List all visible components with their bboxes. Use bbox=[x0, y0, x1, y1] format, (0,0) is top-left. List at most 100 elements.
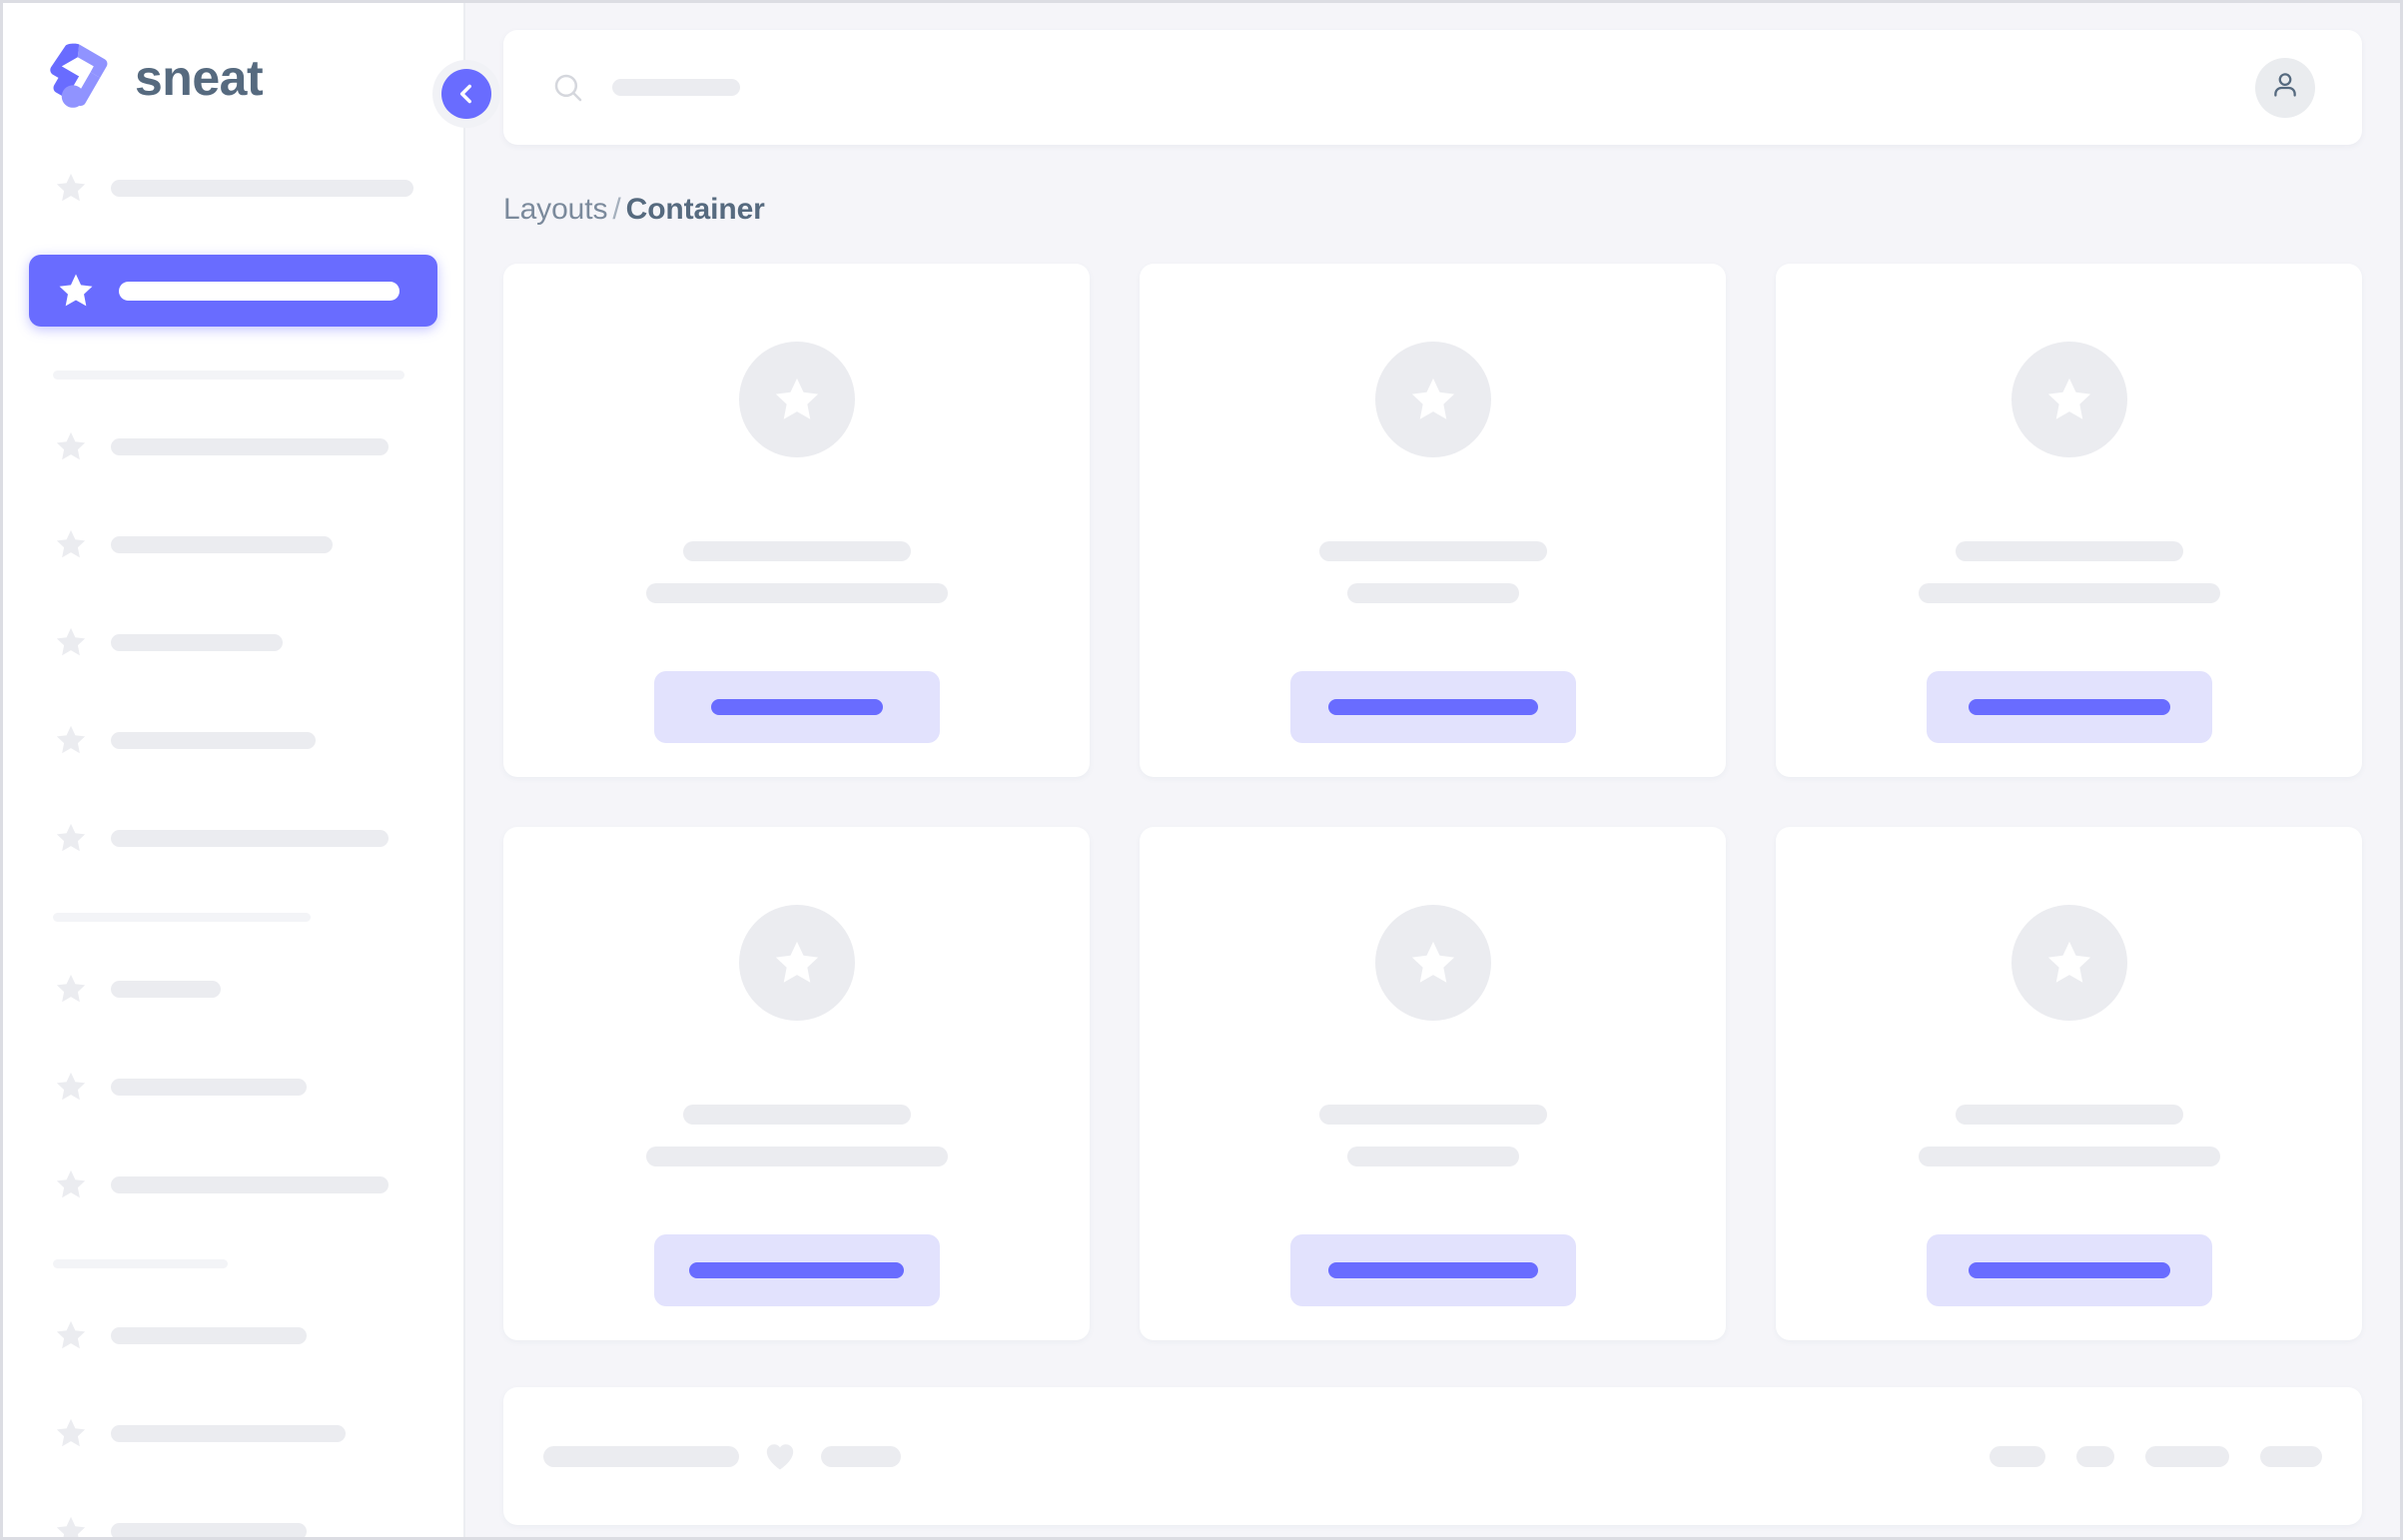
card-action-button[interactable] bbox=[1926, 1234, 2212, 1306]
sidebar-item[interactable] bbox=[41, 958, 425, 1020]
star-icon bbox=[53, 722, 89, 758]
footer-link[interactable] bbox=[2076, 1445, 2114, 1467]
sidebar-item[interactable] bbox=[41, 709, 425, 771]
card-avatar bbox=[2010, 342, 2127, 457]
sidebar-divider bbox=[53, 913, 311, 922]
main-content: Layouts / Container bbox=[465, 3, 2400, 1537]
brand-name: sneat bbox=[135, 50, 264, 106]
footer-bar bbox=[503, 1387, 2362, 1525]
card-action-button[interactable] bbox=[1289, 1234, 1576, 1306]
sidebar-divider bbox=[53, 371, 404, 380]
card-avatar bbox=[738, 905, 855, 1021]
sidebar: sneat bbox=[3, 3, 465, 1537]
star-icon bbox=[770, 373, 824, 426]
footer-text-placeholder bbox=[543, 1445, 739, 1467]
search-area[interactable] bbox=[550, 70, 2255, 106]
sidebar-item-label bbox=[111, 179, 413, 197]
chevron-left-icon bbox=[441, 69, 491, 119]
content-card bbox=[503, 827, 1090, 1340]
star-icon bbox=[1406, 936, 1460, 990]
sidebar-item[interactable] bbox=[41, 807, 425, 869]
card-action-button[interactable] bbox=[653, 671, 940, 743]
sidebar-item-label bbox=[111, 1424, 346, 1442]
star-icon bbox=[53, 624, 89, 660]
sidebar-item-label bbox=[111, 1078, 307, 1096]
sidebar-item[interactable] bbox=[41, 415, 425, 477]
footer-link[interactable] bbox=[2145, 1445, 2229, 1467]
footer-link[interactable] bbox=[1990, 1445, 2045, 1467]
card-title-placeholder bbox=[682, 541, 911, 561]
content-card bbox=[503, 264, 1090, 777]
brand[interactable]: sneat bbox=[41, 3, 425, 153]
sidebar-item[interactable] bbox=[41, 1500, 425, 1537]
card-subtitle-placeholder bbox=[1918, 1147, 2220, 1166]
card-action-button-label bbox=[1968, 1262, 2170, 1278]
card-avatar bbox=[1374, 342, 1491, 457]
sidebar-divider bbox=[53, 1259, 228, 1268]
footer-left-group bbox=[543, 1438, 901, 1474]
card-action-button[interactable] bbox=[653, 1234, 940, 1306]
sidebar-item[interactable] bbox=[41, 1304, 425, 1366]
star-icon bbox=[53, 1069, 89, 1105]
sidebar-item[interactable] bbox=[41, 611, 425, 673]
star-icon bbox=[2042, 936, 2096, 990]
content-card bbox=[1140, 264, 1726, 777]
breadcrumb: Layouts / Container bbox=[503, 195, 2362, 225]
search-input[interactable] bbox=[612, 79, 740, 96]
star-icon bbox=[53, 971, 89, 1007]
sidebar-item-label bbox=[111, 980, 221, 998]
breadcrumb-separator: / bbox=[612, 193, 621, 226]
card-title-placeholder bbox=[1955, 541, 2183, 561]
sidebar-item-label bbox=[119, 281, 400, 301]
card-subtitle-placeholder bbox=[1346, 1147, 1519, 1166]
card-action-button-label bbox=[710, 699, 883, 715]
star-icon bbox=[53, 1415, 89, 1451]
sidebar-item-label bbox=[111, 731, 316, 749]
sidebar-item[interactable] bbox=[41, 513, 425, 575]
sidebar-item[interactable] bbox=[41, 157, 425, 219]
footer-link[interactable] bbox=[2260, 1445, 2322, 1467]
heart-icon bbox=[762, 1438, 798, 1474]
star-icon bbox=[53, 1317, 89, 1353]
card-action-button[interactable] bbox=[1289, 671, 1576, 743]
card-title-placeholder bbox=[682, 1105, 911, 1125]
star-icon bbox=[53, 1513, 89, 1537]
sidebar-item-label bbox=[111, 829, 389, 847]
sidebar-collapse-button[interactable] bbox=[432, 60, 500, 128]
content-card bbox=[1776, 827, 2362, 1340]
card-title-placeholder bbox=[1318, 541, 1547, 561]
card-action-button-label bbox=[1968, 699, 2170, 715]
sidebar-item-label bbox=[111, 437, 389, 455]
sidebar-item[interactable] bbox=[41, 1402, 425, 1464]
card-title-placeholder bbox=[1955, 1105, 2183, 1125]
sneat-logo-icon bbox=[49, 43, 113, 113]
breadcrumb-current: Container bbox=[625, 193, 765, 226]
sidebar-item[interactable] bbox=[41, 1154, 425, 1215]
star-icon bbox=[53, 170, 89, 206]
star-icon bbox=[53, 428, 89, 464]
star-icon bbox=[2042, 373, 2096, 426]
avatar[interactable] bbox=[2255, 57, 2315, 118]
star-icon bbox=[1406, 373, 1460, 426]
sidebar-item[interactable] bbox=[41, 1056, 425, 1118]
search-icon bbox=[550, 70, 586, 106]
breadcrumb-parent[interactable]: Layouts bbox=[503, 193, 608, 226]
sidebar-item-label bbox=[111, 1522, 307, 1537]
card-action-button-label bbox=[689, 1262, 904, 1278]
content-card bbox=[1776, 264, 2362, 777]
sidebar-item-active[interactable] bbox=[29, 255, 437, 327]
card-grid bbox=[503, 264, 2362, 1340]
card-subtitle-placeholder bbox=[645, 583, 948, 603]
card-subtitle-placeholder bbox=[645, 1147, 948, 1166]
sidebar-item-label bbox=[111, 1175, 389, 1193]
top-navbar bbox=[503, 30, 2362, 145]
card-action-button-label bbox=[1327, 699, 1538, 715]
user-icon bbox=[2268, 68, 2302, 107]
card-action-button-label bbox=[1327, 1262, 1538, 1278]
sidebar-item-label bbox=[111, 633, 283, 651]
star-icon bbox=[53, 1166, 89, 1202]
content-card bbox=[1140, 827, 1726, 1340]
card-action-button[interactable] bbox=[1926, 671, 2212, 743]
star-icon bbox=[53, 526, 89, 562]
